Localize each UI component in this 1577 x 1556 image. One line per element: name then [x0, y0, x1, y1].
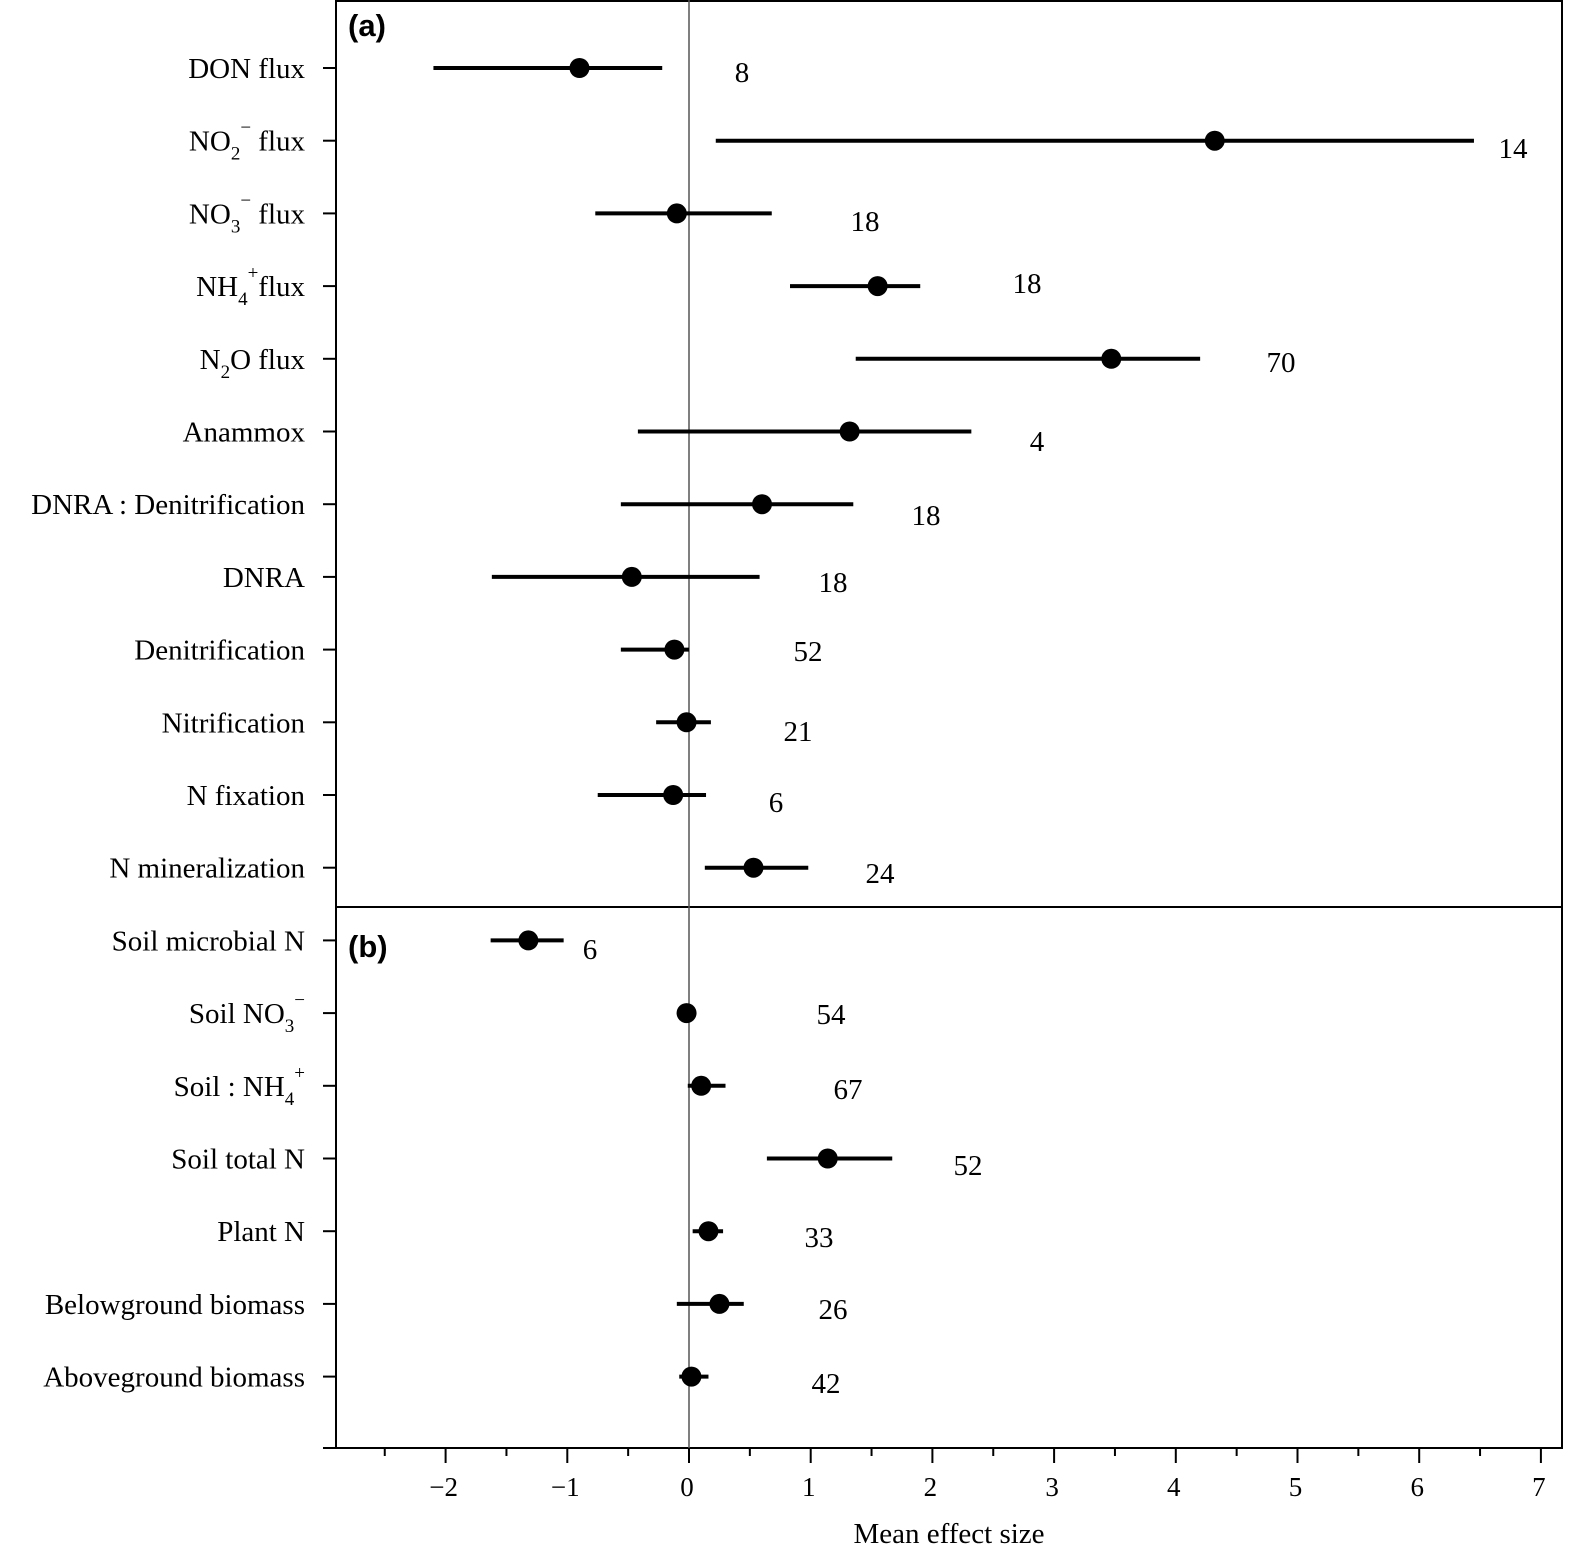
row-label: Nitrification	[162, 707, 306, 739]
mean-point	[666, 203, 687, 224]
row-label: Anammox	[183, 417, 306, 449]
sample-size-label: 8	[735, 57, 750, 89]
row-label: NO2− flux	[189, 118, 306, 165]
sample-size-label: 18	[912, 500, 941, 532]
panel-label-a: (a)	[348, 8, 386, 43]
mean-point	[518, 930, 539, 951]
sample-size-label: 18	[819, 567, 848, 599]
sample-size-label: 4	[1030, 426, 1045, 458]
mean-point	[621, 566, 642, 587]
sample-size-label: 42	[812, 1368, 841, 1400]
sample-size-label: 14	[1499, 133, 1529, 165]
mean-point	[867, 276, 888, 297]
sample-size-label: 67	[834, 1074, 863, 1106]
x-tick-label: 7	[1532, 1472, 1546, 1502]
mean-point	[743, 857, 764, 878]
mean-point	[709, 1293, 730, 1314]
panel-label-b: (b)	[348, 929, 388, 964]
row-label: NO3− flux	[189, 190, 306, 237]
effect-size-marks	[433, 58, 1474, 1387]
x-axis: −2 −1 0 1 2 3 4 5 6 7 Mean effect size	[383, 1448, 1546, 1550]
x-tick-label: 0	[680, 1472, 694, 1502]
row-label: Soil microbial N	[112, 925, 305, 957]
sample-size-label: 24	[866, 858, 896, 890]
mean-point	[681, 1366, 702, 1387]
sample-size-label: 6	[769, 787, 784, 819]
row-label: DNRA : Denitrification	[31, 489, 305, 521]
sample-size-labels: 8 14 18 18 70 4 18 18 52 21 6 24 6 54 67 52 33 26 42	[583, 57, 1528, 1400]
sample-size-label: 21	[784, 716, 813, 748]
row-label: N mineralization	[109, 853, 305, 885]
plot-border	[335, 0, 1563, 1449]
sample-size-label: 70	[1267, 347, 1296, 379]
row-label: DON flux	[188, 53, 305, 85]
x-tick-label: 2	[924, 1472, 938, 1502]
row-label: Soil NO3−	[189, 990, 305, 1037]
x-tick-label: 6	[1410, 1472, 1424, 1502]
row-label: Plant N	[217, 1216, 305, 1248]
x-tick-label: 5	[1289, 1472, 1303, 1502]
sample-size-label: 6	[583, 934, 598, 966]
mean-point	[569, 58, 590, 78]
mean-point	[752, 494, 773, 515]
x-tick-label: 1	[802, 1472, 816, 1502]
mean-point	[839, 421, 860, 442]
mean-point	[1101, 348, 1122, 369]
row-label: DNRA	[223, 562, 305, 594]
sample-size-label: 26	[819, 1294, 848, 1326]
mean-point	[663, 785, 684, 805]
sample-size-label: 33	[805, 1222, 834, 1254]
mean-point	[691, 1075, 712, 1096]
sample-size-label: 54	[817, 999, 847, 1031]
row-labels: DON flux NO2− flux NO3− flux NH4+flux N2O fl…	[31, 53, 305, 1394]
sample-size-label: 18	[1013, 268, 1042, 300]
mean-point	[676, 1003, 697, 1024]
mean-point	[817, 1148, 838, 1169]
x-tick-label: 4	[1167, 1472, 1181, 1502]
mean-point	[664, 639, 685, 660]
sample-size-label: 52	[794, 636, 823, 668]
mean-point	[698, 1221, 719, 1242]
x-axis-title: Mean effect size	[853, 1518, 1044, 1550]
row-label: Belowground biomass	[45, 1289, 305, 1321]
x-tick-label: −2	[429, 1472, 458, 1502]
x-tick-label: −1	[551, 1472, 580, 1502]
row-label: N fixation	[187, 780, 306, 812]
row-label: Soil : NH4+	[174, 1063, 305, 1110]
row-label: Soil total N	[171, 1144, 305, 1176]
row-label: Denitrification	[134, 635, 305, 667]
mean-point	[676, 712, 697, 733]
sample-size-label: 52	[954, 1150, 983, 1182]
row-label: NH4+flux	[196, 263, 305, 310]
mean-point	[1204, 130, 1225, 151]
row-label: Aboveground biomass	[43, 1362, 305, 1394]
x-tick-label: 3	[1045, 1472, 1059, 1502]
row-label: N2O flux	[200, 344, 306, 383]
plot-frame: (a) (b)	[323, 0, 1563, 1449]
sample-size-label: 18	[851, 206, 880, 238]
